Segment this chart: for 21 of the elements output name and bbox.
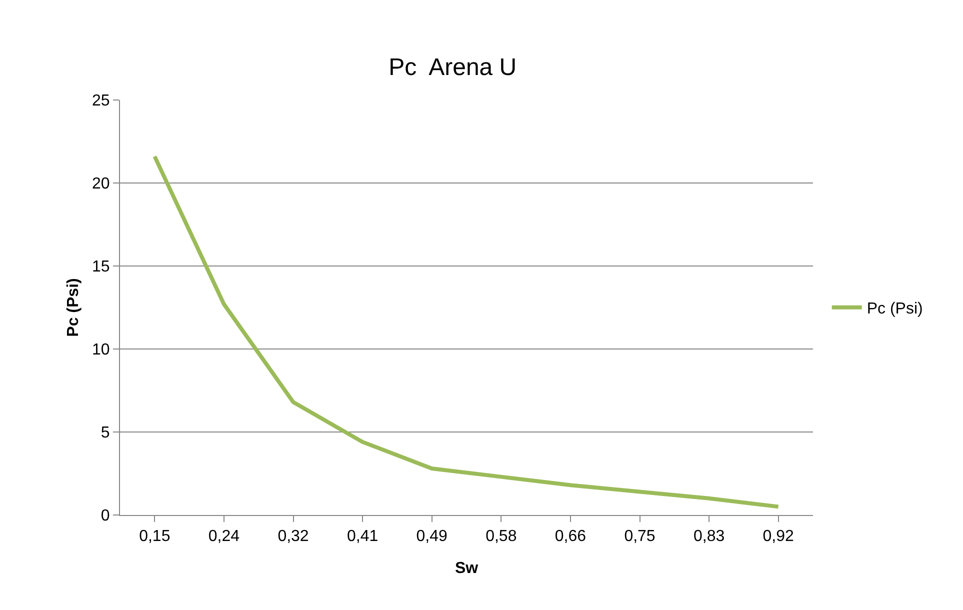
y-axis-title: Pc (Psi) (65, 278, 82, 337)
x-tick-label: 0,15 (139, 528, 170, 546)
x-tick-label: 0,58 (486, 528, 517, 546)
x-tick-label: 0,24 (208, 528, 240, 546)
x-tick-label: 0,92 (762, 528, 794, 546)
y-tick-label: 10 (92, 342, 110, 359)
x-tick-label: 0,75 (624, 528, 656, 546)
x-axis-title: Sw (454, 560, 479, 577)
line-series (152, 154, 780, 509)
x-tick-label: 0,66 (554, 528, 586, 546)
y-tick-label: 15 (92, 258, 110, 276)
chart-title: Pc Arena U (388, 54, 517, 81)
x-tick-label: 0,83 (693, 528, 725, 546)
y-tick-label: 5 (100, 424, 110, 442)
x-tick-label: 0,32 (278, 528, 309, 546)
x-tick-label: 0,49 (416, 528, 448, 546)
y-tick-label: 0 (100, 508, 110, 525)
legend-label: Pc (Psi) (866, 300, 923, 318)
y-tick-label: 25 (92, 92, 110, 110)
y-tick-label: 20 (92, 176, 110, 193)
x-tick-label: 0,41 (346, 528, 378, 546)
